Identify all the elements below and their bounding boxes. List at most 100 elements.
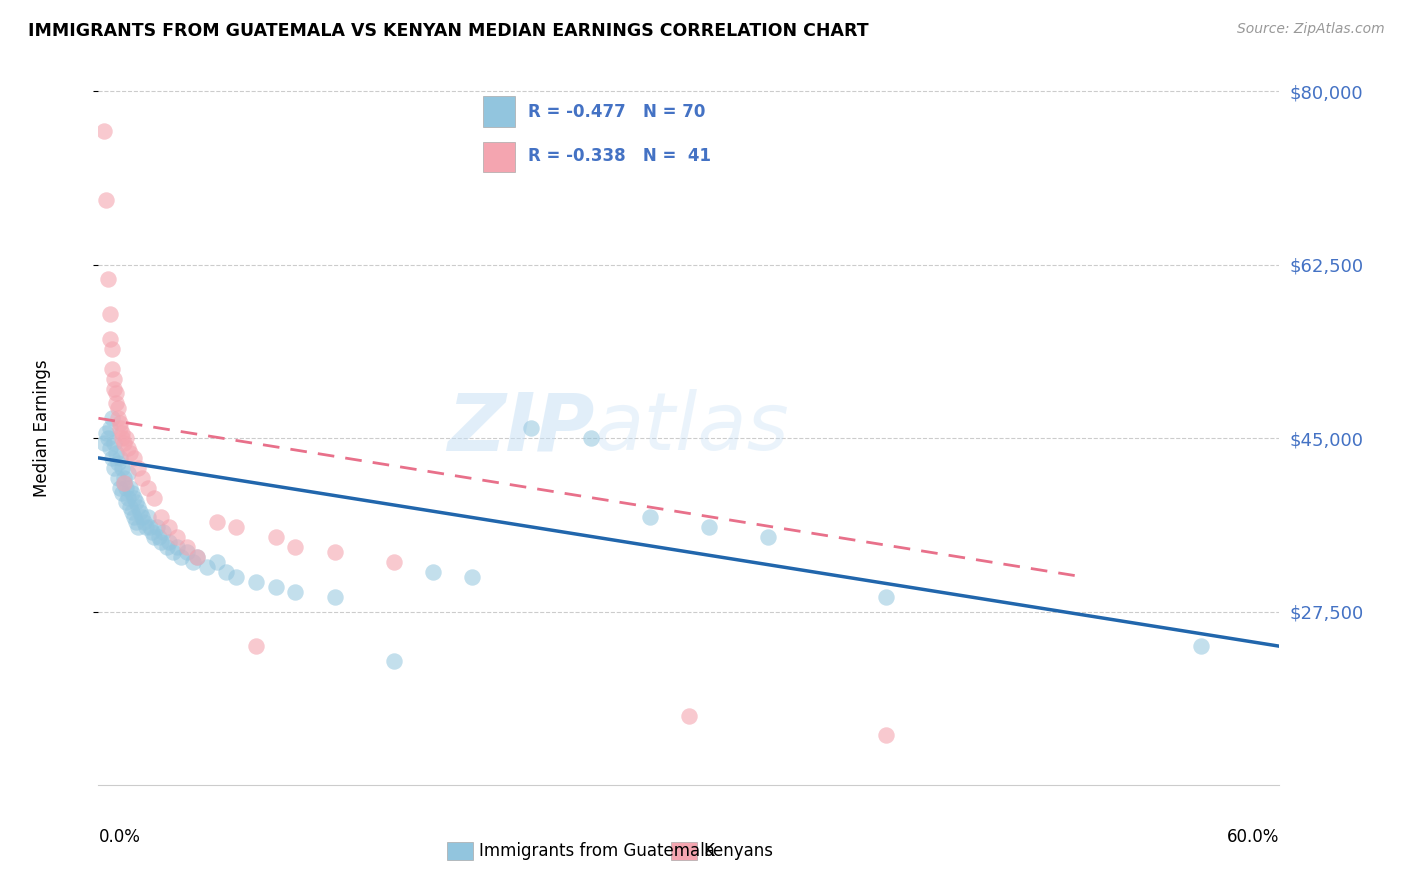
- Point: [107, 471, 129, 485]
- Point: [111, 426, 134, 441]
- Text: Source: ZipAtlas.com: Source: ZipAtlas.com: [1237, 22, 1385, 37]
- Point: [520, 421, 543, 435]
- Point: [101, 411, 124, 425]
- Point: [115, 495, 138, 509]
- Point: [136, 481, 159, 495]
- Point: [264, 530, 287, 544]
- Point: [101, 361, 124, 376]
- Text: ZIP: ZIP: [447, 389, 595, 467]
- Point: [131, 510, 153, 524]
- Point: [93, 436, 115, 450]
- Point: [118, 481, 141, 495]
- Point: [157, 535, 180, 549]
- Point: [127, 500, 149, 515]
- Point: [284, 584, 307, 599]
- Point: [97, 431, 120, 445]
- Point: [225, 520, 247, 534]
- Point: [162, 545, 184, 559]
- Point: [108, 450, 131, 465]
- Point: [98, 307, 121, 321]
- Point: [98, 421, 121, 435]
- Point: [122, 510, 145, 524]
- Point: [148, 530, 170, 544]
- Point: [142, 491, 165, 505]
- Point: [382, 654, 405, 668]
- Point: [875, 590, 897, 604]
- Point: [422, 565, 444, 579]
- Point: [107, 411, 129, 425]
- Point: [142, 530, 165, 544]
- Point: [101, 342, 124, 356]
- Point: [105, 396, 128, 410]
- Point: [107, 456, 129, 470]
- Text: Immigrants from Guatemala: Immigrants from Guatemala: [478, 842, 714, 860]
- Point: [128, 505, 150, 519]
- Point: [117, 441, 139, 455]
- Point: [111, 431, 134, 445]
- Point: [166, 540, 188, 554]
- Point: [215, 565, 238, 579]
- Point: [105, 446, 128, 460]
- Point: [579, 431, 602, 445]
- Point: [156, 540, 179, 554]
- Text: 60.0%: 60.0%: [1227, 828, 1279, 846]
- FancyBboxPatch shape: [447, 842, 472, 860]
- Point: [284, 540, 307, 554]
- Point: [105, 386, 128, 401]
- Point: [118, 500, 141, 515]
- Point: [245, 639, 267, 653]
- Text: 0.0%: 0.0%: [98, 828, 141, 846]
- Point: [461, 570, 484, 584]
- Point: [121, 485, 143, 500]
- Point: [121, 505, 143, 519]
- Point: [382, 555, 405, 569]
- Point: [225, 570, 247, 584]
- Point: [176, 545, 198, 559]
- Y-axis label: Median Earnings: Median Earnings: [34, 359, 51, 497]
- Point: [245, 574, 267, 589]
- Point: [118, 446, 141, 460]
- Point: [112, 436, 135, 450]
- Text: Kenyans: Kenyans: [703, 842, 773, 860]
- Point: [108, 416, 131, 430]
- Point: [103, 371, 125, 385]
- Point: [152, 525, 174, 540]
- Point: [97, 272, 120, 286]
- Point: [122, 491, 145, 505]
- Point: [108, 421, 131, 435]
- Point: [111, 485, 134, 500]
- Point: [875, 728, 897, 742]
- Point: [205, 555, 228, 569]
- Point: [132, 516, 155, 530]
- Point: [108, 481, 131, 495]
- Point: [141, 525, 163, 540]
- Point: [170, 549, 193, 564]
- Point: [127, 460, 149, 475]
- Point: [323, 545, 346, 559]
- Point: [135, 520, 157, 534]
- Point: [195, 560, 218, 574]
- Point: [264, 580, 287, 594]
- Point: [96, 193, 118, 207]
- Point: [103, 436, 125, 450]
- Point: [115, 481, 138, 495]
- Point: [166, 530, 188, 544]
- Point: [697, 520, 720, 534]
- Text: atlas: atlas: [595, 389, 789, 467]
- Point: [157, 520, 180, 534]
- Point: [138, 520, 160, 534]
- Point: [127, 520, 149, 534]
- Point: [96, 426, 118, 441]
- Point: [122, 450, 145, 465]
- Point: [117, 466, 139, 480]
- Point: [638, 510, 661, 524]
- Point: [115, 431, 138, 445]
- FancyBboxPatch shape: [671, 842, 697, 860]
- Point: [112, 475, 135, 490]
- Point: [103, 460, 125, 475]
- Point: [186, 549, 208, 564]
- Point: [181, 555, 204, 569]
- Point: [146, 520, 169, 534]
- Point: [107, 401, 129, 416]
- Text: IMMIGRANTS FROM GUATEMALA VS KENYAN MEDIAN EARNINGS CORRELATION CHART: IMMIGRANTS FROM GUATEMALA VS KENYAN MEDI…: [28, 22, 869, 40]
